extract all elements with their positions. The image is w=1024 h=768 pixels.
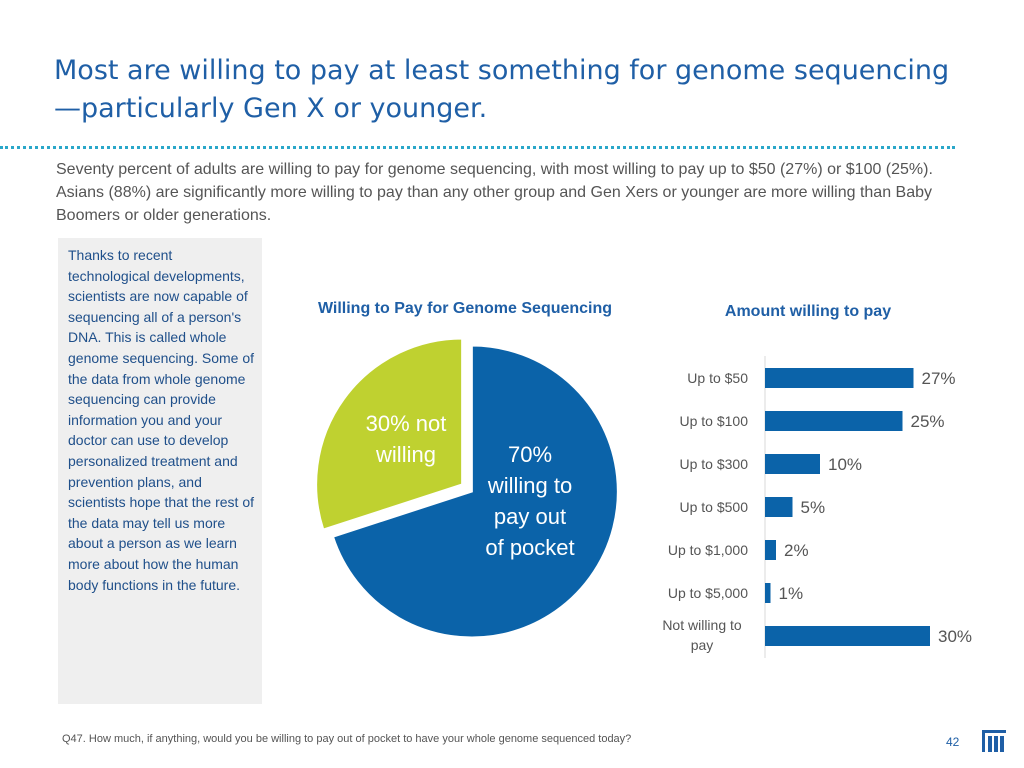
bars-columns-logo-icon [982, 730, 1006, 752]
pie-slice-label: 70% willing to pay out of pocket [485, 442, 574, 560]
bar-value-label: 27% [922, 369, 956, 388]
pie-chart-title: Willing to Pay for Genome Sequencing [317, 300, 613, 317]
pie-slice [331, 344, 619, 639]
bar-1 [765, 411, 903, 431]
pie-slice-label-line: willing to [487, 473, 572, 498]
bar-6 [765, 626, 930, 646]
bar-3 [765, 497, 793, 517]
bar-category-label: Up to $5,000 [668, 585, 748, 601]
sidebar-panel: Thanks to recent technological developme… [58, 238, 262, 704]
bar-5 [765, 583, 771, 603]
bar-category-label: Not willing to [662, 617, 742, 633]
page-number: 42 [946, 735, 960, 749]
bar-2 [765, 454, 820, 474]
bar-category-label: Up to $500 [680, 499, 749, 515]
bar-0 [765, 368, 914, 388]
pie-slice-label-line: of pocket [485, 535, 574, 560]
bar-category-label: Up to $300 [680, 456, 749, 472]
bar-value-label: 2% [784, 541, 809, 560]
pie-slice-label-line: pay out [494, 504, 566, 529]
bar-value-label: 30% [938, 627, 972, 646]
bar-category-label: Up to $100 [680, 413, 749, 429]
bar-category-label: pay [691, 637, 714, 653]
sidebar-text: Thanks to recent technological developme… [68, 247, 255, 593]
pie-slice [315, 337, 464, 531]
page-title: Most are willing to pay at least somethi… [54, 55, 950, 124]
pie-slice-label-line: willing [375, 442, 436, 467]
pie-slice-label-line: 30% not [366, 411, 447, 436]
bar-value-label: 25% [911, 412, 945, 431]
bar-value-label: 5% [801, 498, 826, 517]
bar-4 [765, 540, 776, 560]
bar-category-label: Up to $1,000 [668, 542, 748, 558]
bar-value-label: 10% [828, 455, 862, 474]
question-footnote: Q47. How much, if anything, would you be… [62, 733, 632, 745]
bar-value-label: 1% [779, 584, 804, 603]
pie-slice-label-line: 70% [508, 442, 552, 467]
dotted-divider [0, 146, 955, 149]
bar-category-label: Up to $50 [687, 370, 748, 386]
summary-paragraph: Seventy percent of adults are willing to… [56, 161, 933, 224]
pie-slice-label: 30% not willing [366, 411, 447, 467]
bar-chart-title: Amount willing to pay [724, 303, 892, 320]
